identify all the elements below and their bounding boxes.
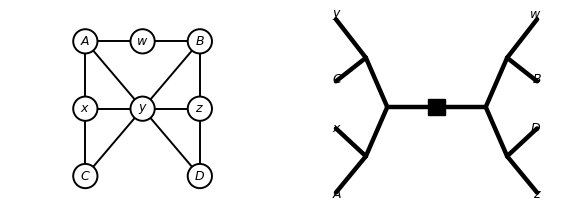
Circle shape	[73, 164, 97, 188]
Circle shape	[73, 29, 97, 54]
Text: $x$: $x$	[332, 122, 342, 135]
Circle shape	[73, 97, 97, 121]
Text: $C$: $C$	[80, 169, 91, 183]
Text: $D$: $D$	[530, 122, 541, 135]
Text: $x$: $x$	[80, 102, 90, 115]
Text: $w$: $w$	[529, 9, 541, 21]
Text: $A$: $A$	[332, 188, 342, 201]
Text: $C$: $C$	[332, 73, 342, 86]
Circle shape	[130, 29, 155, 54]
Text: $B$: $B$	[531, 73, 541, 86]
Text: $y$: $y$	[332, 8, 342, 22]
Circle shape	[188, 97, 212, 121]
Text: $w$: $w$	[136, 35, 149, 48]
Text: $B$: $B$	[195, 35, 205, 48]
Circle shape	[130, 97, 155, 121]
Circle shape	[188, 29, 212, 54]
Text: $y$: $y$	[138, 102, 147, 116]
Bar	[428, 99, 445, 115]
Circle shape	[188, 164, 212, 188]
Text: $z$: $z$	[533, 188, 541, 201]
Text: $z$: $z$	[196, 102, 204, 115]
Text: $A$: $A$	[80, 35, 91, 48]
Text: $D$: $D$	[194, 169, 205, 183]
